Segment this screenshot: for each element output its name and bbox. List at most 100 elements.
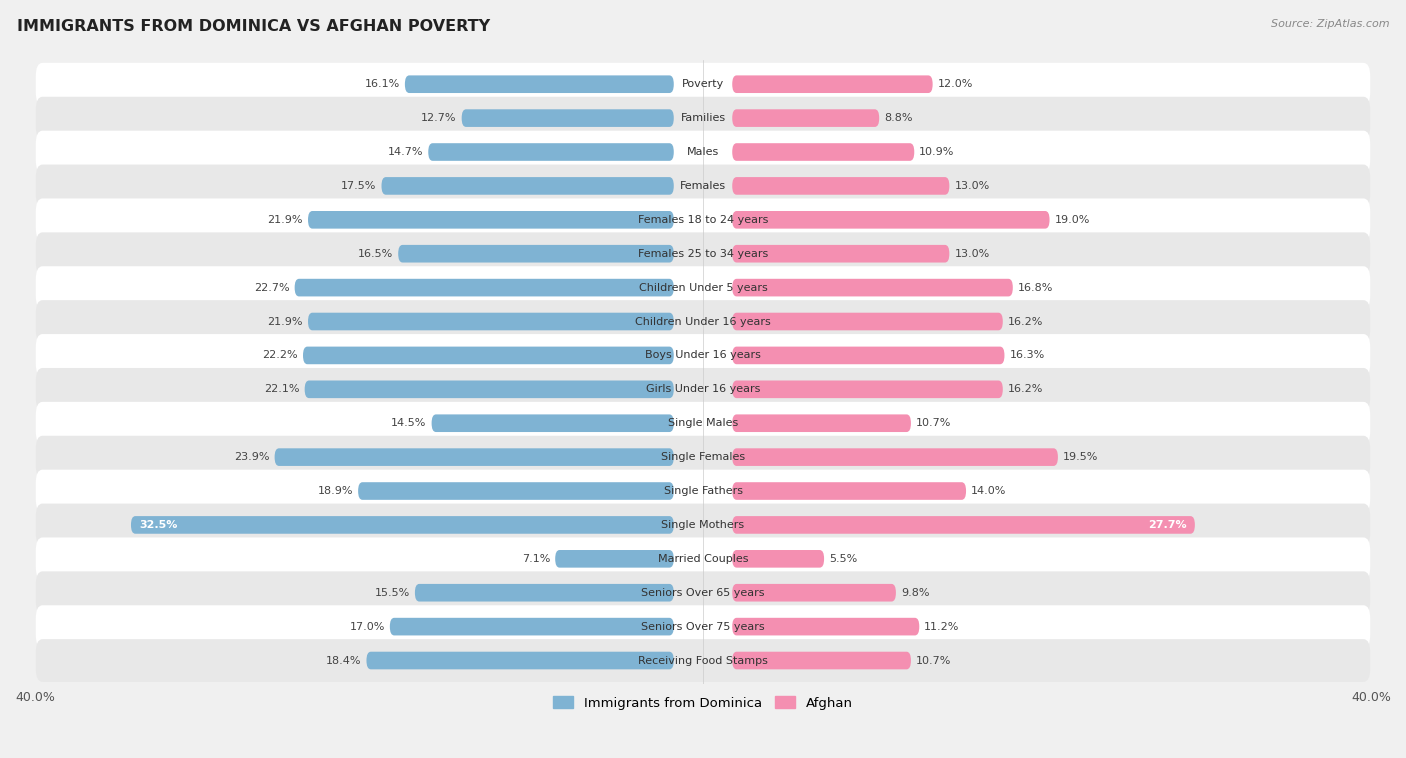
Text: Single Males: Single Males: [668, 418, 738, 428]
FancyBboxPatch shape: [295, 279, 673, 296]
FancyBboxPatch shape: [367, 652, 673, 669]
Text: 19.5%: 19.5%: [1063, 452, 1098, 462]
Text: Boys Under 16 years: Boys Under 16 years: [645, 350, 761, 360]
Text: Children Under 16 years: Children Under 16 years: [636, 317, 770, 327]
Text: 18.4%: 18.4%: [326, 656, 361, 666]
FancyBboxPatch shape: [733, 516, 1195, 534]
Text: 13.0%: 13.0%: [955, 249, 990, 258]
FancyBboxPatch shape: [359, 482, 673, 500]
Text: 10.7%: 10.7%: [915, 656, 952, 666]
Text: 12.7%: 12.7%: [422, 113, 457, 123]
Text: 16.2%: 16.2%: [1008, 384, 1043, 394]
FancyBboxPatch shape: [131, 516, 673, 534]
FancyBboxPatch shape: [733, 550, 824, 568]
FancyBboxPatch shape: [304, 346, 673, 365]
FancyBboxPatch shape: [35, 199, 1371, 241]
FancyBboxPatch shape: [733, 415, 911, 432]
FancyBboxPatch shape: [733, 211, 1049, 229]
Text: Children Under 5 years: Children Under 5 years: [638, 283, 768, 293]
FancyBboxPatch shape: [733, 652, 911, 669]
FancyBboxPatch shape: [35, 368, 1371, 411]
Text: 32.5%: 32.5%: [139, 520, 177, 530]
Text: 21.9%: 21.9%: [267, 215, 304, 225]
Text: 21.9%: 21.9%: [267, 317, 304, 327]
FancyBboxPatch shape: [35, 572, 1371, 614]
Text: Seniors Over 65 years: Seniors Over 65 years: [641, 587, 765, 598]
FancyBboxPatch shape: [429, 143, 673, 161]
Text: 23.9%: 23.9%: [233, 452, 270, 462]
FancyBboxPatch shape: [35, 503, 1371, 547]
Text: 16.3%: 16.3%: [1010, 350, 1045, 360]
Text: Receiving Food Stamps: Receiving Food Stamps: [638, 656, 768, 666]
Text: 14.7%: 14.7%: [388, 147, 423, 157]
Text: 12.0%: 12.0%: [938, 79, 973, 89]
Text: 13.0%: 13.0%: [955, 181, 990, 191]
FancyBboxPatch shape: [733, 618, 920, 635]
FancyBboxPatch shape: [381, 177, 673, 195]
Text: 27.7%: 27.7%: [1147, 520, 1187, 530]
FancyBboxPatch shape: [461, 109, 673, 127]
FancyBboxPatch shape: [415, 584, 673, 602]
Text: 22.1%: 22.1%: [264, 384, 299, 394]
Text: 22.2%: 22.2%: [263, 350, 298, 360]
FancyBboxPatch shape: [274, 448, 673, 466]
FancyBboxPatch shape: [733, 109, 879, 127]
Text: 16.8%: 16.8%: [1018, 283, 1053, 293]
FancyBboxPatch shape: [733, 482, 966, 500]
Text: Married Couples: Married Couples: [658, 554, 748, 564]
Legend: Immigrants from Dominica, Afghan: Immigrants from Dominica, Afghan: [548, 691, 858, 715]
Text: 9.8%: 9.8%: [901, 587, 929, 598]
FancyBboxPatch shape: [35, 402, 1371, 445]
FancyBboxPatch shape: [733, 381, 1002, 398]
Text: Females: Females: [681, 181, 725, 191]
FancyBboxPatch shape: [35, 130, 1371, 174]
FancyBboxPatch shape: [35, 436, 1371, 478]
FancyBboxPatch shape: [35, 470, 1371, 512]
FancyBboxPatch shape: [308, 313, 673, 330]
FancyBboxPatch shape: [733, 75, 932, 93]
Text: 17.5%: 17.5%: [342, 181, 377, 191]
FancyBboxPatch shape: [733, 279, 1012, 296]
FancyBboxPatch shape: [35, 233, 1371, 275]
Text: 8.8%: 8.8%: [884, 113, 912, 123]
Text: 18.9%: 18.9%: [318, 486, 353, 496]
Text: 16.2%: 16.2%: [1008, 317, 1043, 327]
Text: 5.5%: 5.5%: [830, 554, 858, 564]
Text: 7.1%: 7.1%: [522, 554, 550, 564]
Text: 16.5%: 16.5%: [359, 249, 394, 258]
Text: Single Mothers: Single Mothers: [661, 520, 745, 530]
Text: Single Females: Single Females: [661, 452, 745, 462]
Text: Females 18 to 24 years: Females 18 to 24 years: [638, 215, 768, 225]
FancyBboxPatch shape: [35, 606, 1371, 648]
FancyBboxPatch shape: [35, 164, 1371, 207]
Text: 17.0%: 17.0%: [350, 622, 385, 631]
FancyBboxPatch shape: [432, 415, 673, 432]
FancyBboxPatch shape: [35, 537, 1371, 580]
FancyBboxPatch shape: [308, 211, 673, 229]
Text: 10.7%: 10.7%: [915, 418, 952, 428]
Text: Single Fathers: Single Fathers: [664, 486, 742, 496]
FancyBboxPatch shape: [733, 177, 949, 195]
FancyBboxPatch shape: [733, 143, 914, 161]
Text: 14.0%: 14.0%: [972, 486, 1007, 496]
FancyBboxPatch shape: [398, 245, 673, 262]
FancyBboxPatch shape: [35, 266, 1371, 309]
FancyBboxPatch shape: [35, 97, 1371, 139]
FancyBboxPatch shape: [555, 550, 673, 568]
FancyBboxPatch shape: [35, 334, 1371, 377]
Text: 16.1%: 16.1%: [364, 79, 399, 89]
Text: Girls Under 16 years: Girls Under 16 years: [645, 384, 761, 394]
FancyBboxPatch shape: [733, 448, 1057, 466]
Text: 14.5%: 14.5%: [391, 418, 426, 428]
FancyBboxPatch shape: [305, 381, 673, 398]
Text: 10.9%: 10.9%: [920, 147, 955, 157]
Text: Females 25 to 34 years: Females 25 to 34 years: [638, 249, 768, 258]
Text: 19.0%: 19.0%: [1054, 215, 1090, 225]
Text: Source: ZipAtlas.com: Source: ZipAtlas.com: [1271, 19, 1389, 29]
Text: 22.7%: 22.7%: [254, 283, 290, 293]
FancyBboxPatch shape: [733, 313, 1002, 330]
FancyBboxPatch shape: [405, 75, 673, 93]
Text: IMMIGRANTS FROM DOMINICA VS AFGHAN POVERTY: IMMIGRANTS FROM DOMINICA VS AFGHAN POVER…: [17, 19, 491, 34]
FancyBboxPatch shape: [733, 245, 949, 262]
Text: Families: Families: [681, 113, 725, 123]
